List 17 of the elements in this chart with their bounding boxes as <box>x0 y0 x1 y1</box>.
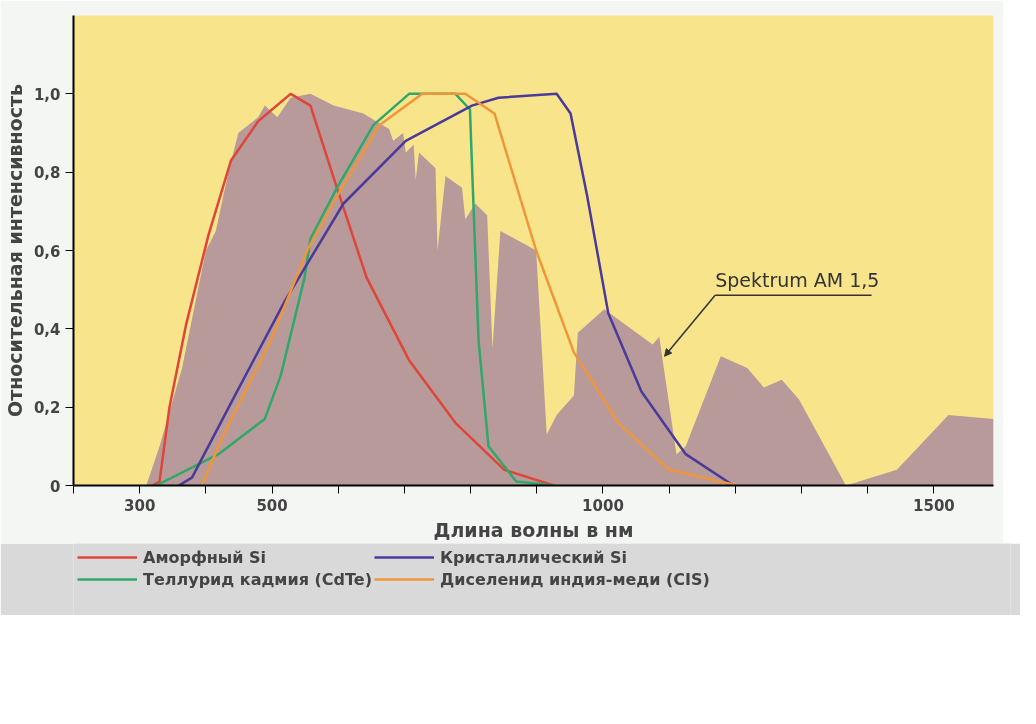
y-tick-label: 0,4 <box>33 320 61 339</box>
x-tick-label: 1000 <box>582 496 624 515</box>
legend-label: Теллурид кадмия (CdTe) <box>143 569 372 589</box>
x-tick-label: 500 <box>256 496 288 515</box>
x-axis-title: Длина волны в нм <box>433 518 634 541</box>
x-tick-label: 1500 <box>913 496 955 515</box>
y-tick-label: 0,6 <box>33 242 61 261</box>
y-tick-label: 0,8 <box>33 164 61 183</box>
legend-label: Диселенид индия-меди (CIS) <box>439 569 710 589</box>
y-tick-label: 1,0 <box>33 85 61 104</box>
y-tick-label: 0 <box>50 477 61 496</box>
y-tick-label: 0,2 <box>33 399 61 418</box>
legend-label: Аморфный Si <box>143 547 267 567</box>
annotation: Spektrum AM 1,5 <box>715 269 880 292</box>
legend-label: Кристаллический Si <box>439 547 628 567</box>
x-tick-label: 300 <box>124 496 156 515</box>
y-axis-title: Относительная интенсивность <box>3 83 26 418</box>
